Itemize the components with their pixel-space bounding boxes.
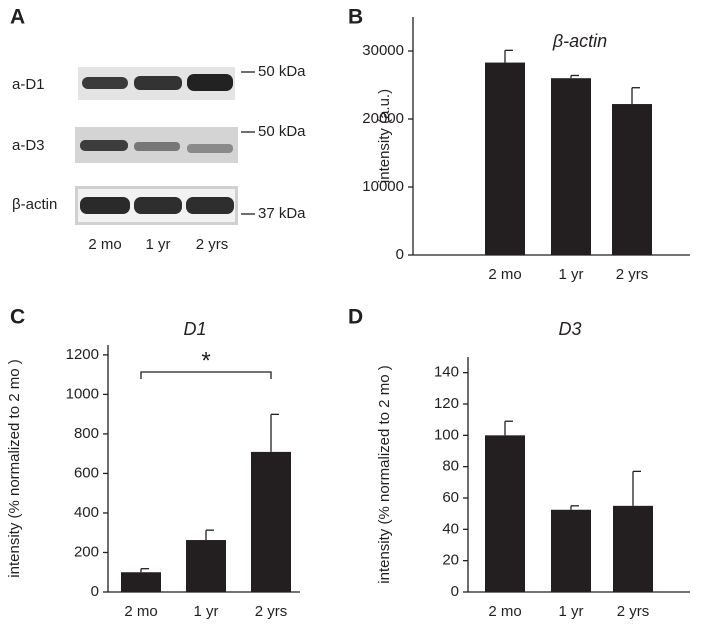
band xyxy=(134,76,182,90)
y-axis-label: intensity (a.u.) xyxy=(376,89,393,183)
y-axis-label: intensity (% normalized to 2 mo ) xyxy=(376,365,393,583)
x-tick-label: 2 mo xyxy=(488,266,521,283)
band xyxy=(80,140,128,151)
band xyxy=(134,142,180,151)
x-tick-label: 2 yrs xyxy=(617,603,650,620)
row-label: a-D3 xyxy=(12,137,45,154)
y-tick-label: 60 xyxy=(442,489,459,506)
y-tick-label: 40 xyxy=(442,520,459,537)
y-tick-label: 140 xyxy=(434,364,459,381)
row-label: a-D1 xyxy=(12,76,45,93)
y-tick-label: 0 xyxy=(396,246,404,263)
bar xyxy=(485,435,525,592)
bar xyxy=(251,451,291,592)
chart-title: β-actin xyxy=(552,31,607,51)
y-axis-label: intensity (% normalized to 2 mo ) xyxy=(6,359,23,577)
marker-label: 50 kDa xyxy=(258,63,306,80)
bar xyxy=(485,62,525,256)
panel-label: D xyxy=(348,306,363,329)
y-tick-label: 1200 xyxy=(66,346,99,363)
y-tick-label: 20000 xyxy=(362,110,404,127)
row-label: β-actin xyxy=(12,196,57,213)
x-tick-label: 2 yrs xyxy=(255,603,288,620)
panel-label: A xyxy=(10,6,25,29)
bar xyxy=(186,540,226,592)
panel-label: C xyxy=(10,306,25,329)
x-tick-label: 2 mo xyxy=(124,603,157,620)
lane-label: 1 yr xyxy=(145,236,170,253)
blot-images xyxy=(75,67,238,225)
lane-label: 2 yrs xyxy=(196,236,229,253)
y-tick-label: 30000 xyxy=(362,42,404,59)
y-tick-label: 0 xyxy=(451,583,459,600)
y-tick-label: 600 xyxy=(74,464,99,481)
significance-bracket xyxy=(140,371,272,379)
band xyxy=(186,197,234,214)
y-tick-label: 10000 xyxy=(362,178,404,195)
y-tick-label: 20 xyxy=(442,552,459,569)
chart-title: D3 xyxy=(558,319,581,339)
y-tick-label: 1000 xyxy=(66,385,99,402)
band xyxy=(187,74,233,91)
bar xyxy=(613,505,653,592)
band xyxy=(134,197,182,214)
marker-label: 50 kDa xyxy=(258,123,306,140)
marker-label: 37 kDa xyxy=(258,205,306,222)
bar xyxy=(551,509,591,592)
y-tick-label: 80 xyxy=(442,458,459,475)
y-tick-label: 200 xyxy=(74,543,99,560)
x-tick-label: 1 yr xyxy=(193,603,218,620)
x-tick-label: 1 yr xyxy=(558,603,583,620)
bar xyxy=(121,572,161,592)
y-tick-label: 120 xyxy=(434,395,459,412)
bar xyxy=(612,104,652,255)
y-tick-label: 0 xyxy=(91,583,99,600)
y-tick-label: 400 xyxy=(74,504,99,521)
y-tick-label: 100 xyxy=(434,426,459,443)
y-tick-label: 800 xyxy=(74,425,99,442)
bar xyxy=(551,78,591,255)
lane-label: 2 mo xyxy=(88,236,121,253)
annotation: * xyxy=(201,347,210,374)
x-tick-label: 2 mo xyxy=(488,603,521,620)
panel-label: B xyxy=(348,6,363,29)
band xyxy=(80,197,130,214)
band xyxy=(82,77,128,89)
x-tick-label: 2 yrs xyxy=(616,266,649,283)
chart-title: D1 xyxy=(183,319,206,339)
band xyxy=(187,144,233,153)
x-tick-label: 1 yr xyxy=(558,266,583,283)
